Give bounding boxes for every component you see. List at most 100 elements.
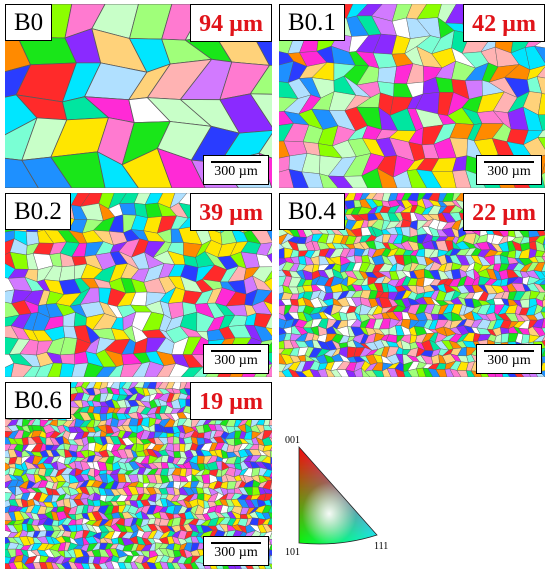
- grain: [219, 93, 272, 134]
- grain: [540, 311, 545, 319]
- ipf-color-triangle: [298, 445, 378, 545]
- scale-bar: 300 µm: [203, 155, 269, 185]
- grain: [133, 561, 145, 569]
- grain: [88, 562, 97, 569]
- grain: [268, 555, 272, 565]
- grain: [265, 314, 272, 329]
- grain: [95, 366, 117, 377]
- grain: [50, 562, 60, 569]
- grain: [279, 247, 285, 259]
- scale-bar: 300 µm: [203, 536, 269, 566]
- grain: [541, 340, 545, 347]
- grain: [541, 335, 545, 342]
- grain: [336, 369, 350, 377]
- grain: [268, 425, 272, 430]
- ebsd-map-b0: B0 94 µm 300 µm: [5, 4, 272, 188]
- grain: [253, 325, 272, 342]
- grain: [59, 363, 76, 377]
- grain: [317, 368, 329, 377]
- grain: [523, 137, 545, 159]
- grain: [141, 561, 151, 569]
- grain-size-label: 39 µm: [190, 193, 272, 231]
- grain: [534, 45, 545, 64]
- grain: [13, 561, 24, 569]
- grain: [194, 561, 206, 569]
- grain: [22, 366, 41, 377]
- grain: [180, 366, 204, 377]
- grain: [541, 327, 545, 335]
- grain: [533, 282, 545, 293]
- grain: [263, 277, 272, 292]
- grain: [171, 562, 182, 569]
- grain: [541, 271, 545, 278]
- grain: [107, 364, 124, 377]
- scale-bar-line: [484, 350, 534, 352]
- grain: [262, 487, 272, 495]
- grain: [535, 240, 545, 252]
- grain: [537, 92, 545, 116]
- ebsd-map-b0-2: B0.2 39 µm 300 µm: [5, 193, 272, 377]
- scale-bar-label: 300 µm: [214, 164, 258, 179]
- ipf-label-001: 001: [285, 435, 300, 446]
- grain: [431, 171, 457, 188]
- grain: [537, 137, 545, 150]
- scale-bar-line: [211, 542, 261, 544]
- grain: [541, 172, 545, 188]
- ebsd-map-b0-1: B0.1 42 µm 300 µm: [279, 4, 545, 188]
- grain: [110, 560, 121, 569]
- grain: [541, 255, 545, 263]
- grain: [156, 147, 206, 188]
- grain: [264, 270, 272, 283]
- grain: [67, 561, 79, 569]
- grain: [50, 151, 106, 188]
- grain: [377, 66, 397, 84]
- grain: [537, 114, 545, 132]
- grain: [269, 471, 272, 478]
- sample-label: B0.6: [5, 382, 71, 419]
- grain: [92, 562, 103, 569]
- grain: [120, 363, 143, 377]
- grain: [261, 436, 272, 447]
- grain: [269, 489, 272, 494]
- grain: [226, 488, 236, 494]
- grain: [268, 436, 272, 443]
- grain: [263, 424, 272, 431]
- grain: [452, 169, 472, 188]
- grain: [534, 256, 545, 263]
- grain: [466, 370, 476, 377]
- grain: [268, 532, 272, 540]
- grain: [159, 561, 170, 569]
- grain: [422, 367, 434, 377]
- ipf-label-101: 101: [285, 547, 300, 558]
- grain: [542, 236, 545, 245]
- grain: [104, 560, 115, 569]
- ebsd-map-b0-6: B0.6 19 µm 300 µm: [5, 382, 272, 569]
- grain: [83, 362, 105, 377]
- grain: [269, 446, 272, 452]
- grain: [521, 333, 530, 344]
- grain: [10, 362, 33, 377]
- scale-bar-line: [484, 161, 534, 163]
- grain: [319, 173, 339, 188]
- grain: [8, 561, 18, 569]
- grain: [449, 368, 462, 377]
- grain: [524, 45, 545, 70]
- grain: [252, 275, 272, 292]
- inverse-pole-figure-legend: 001 101 111: [285, 435, 395, 558]
- grain: [168, 363, 190, 377]
- scale-bar-label: 300 µm: [214, 545, 258, 560]
- grain: [263, 300, 272, 315]
- grain: [249, 93, 272, 128]
- grain: [269, 549, 272, 556]
- grain: [270, 463, 272, 470]
- grain: [381, 368, 392, 377]
- scale-bar: 300 µm: [476, 155, 542, 185]
- sample-label: B0: [5, 4, 53, 41]
- grain: [538, 279, 545, 285]
- grain: [542, 299, 545, 308]
- grain: [146, 561, 157, 569]
- grain: [24, 562, 36, 569]
- grain: [156, 363, 177, 377]
- grain: [542, 293, 545, 302]
- grain: [415, 277, 425, 288]
